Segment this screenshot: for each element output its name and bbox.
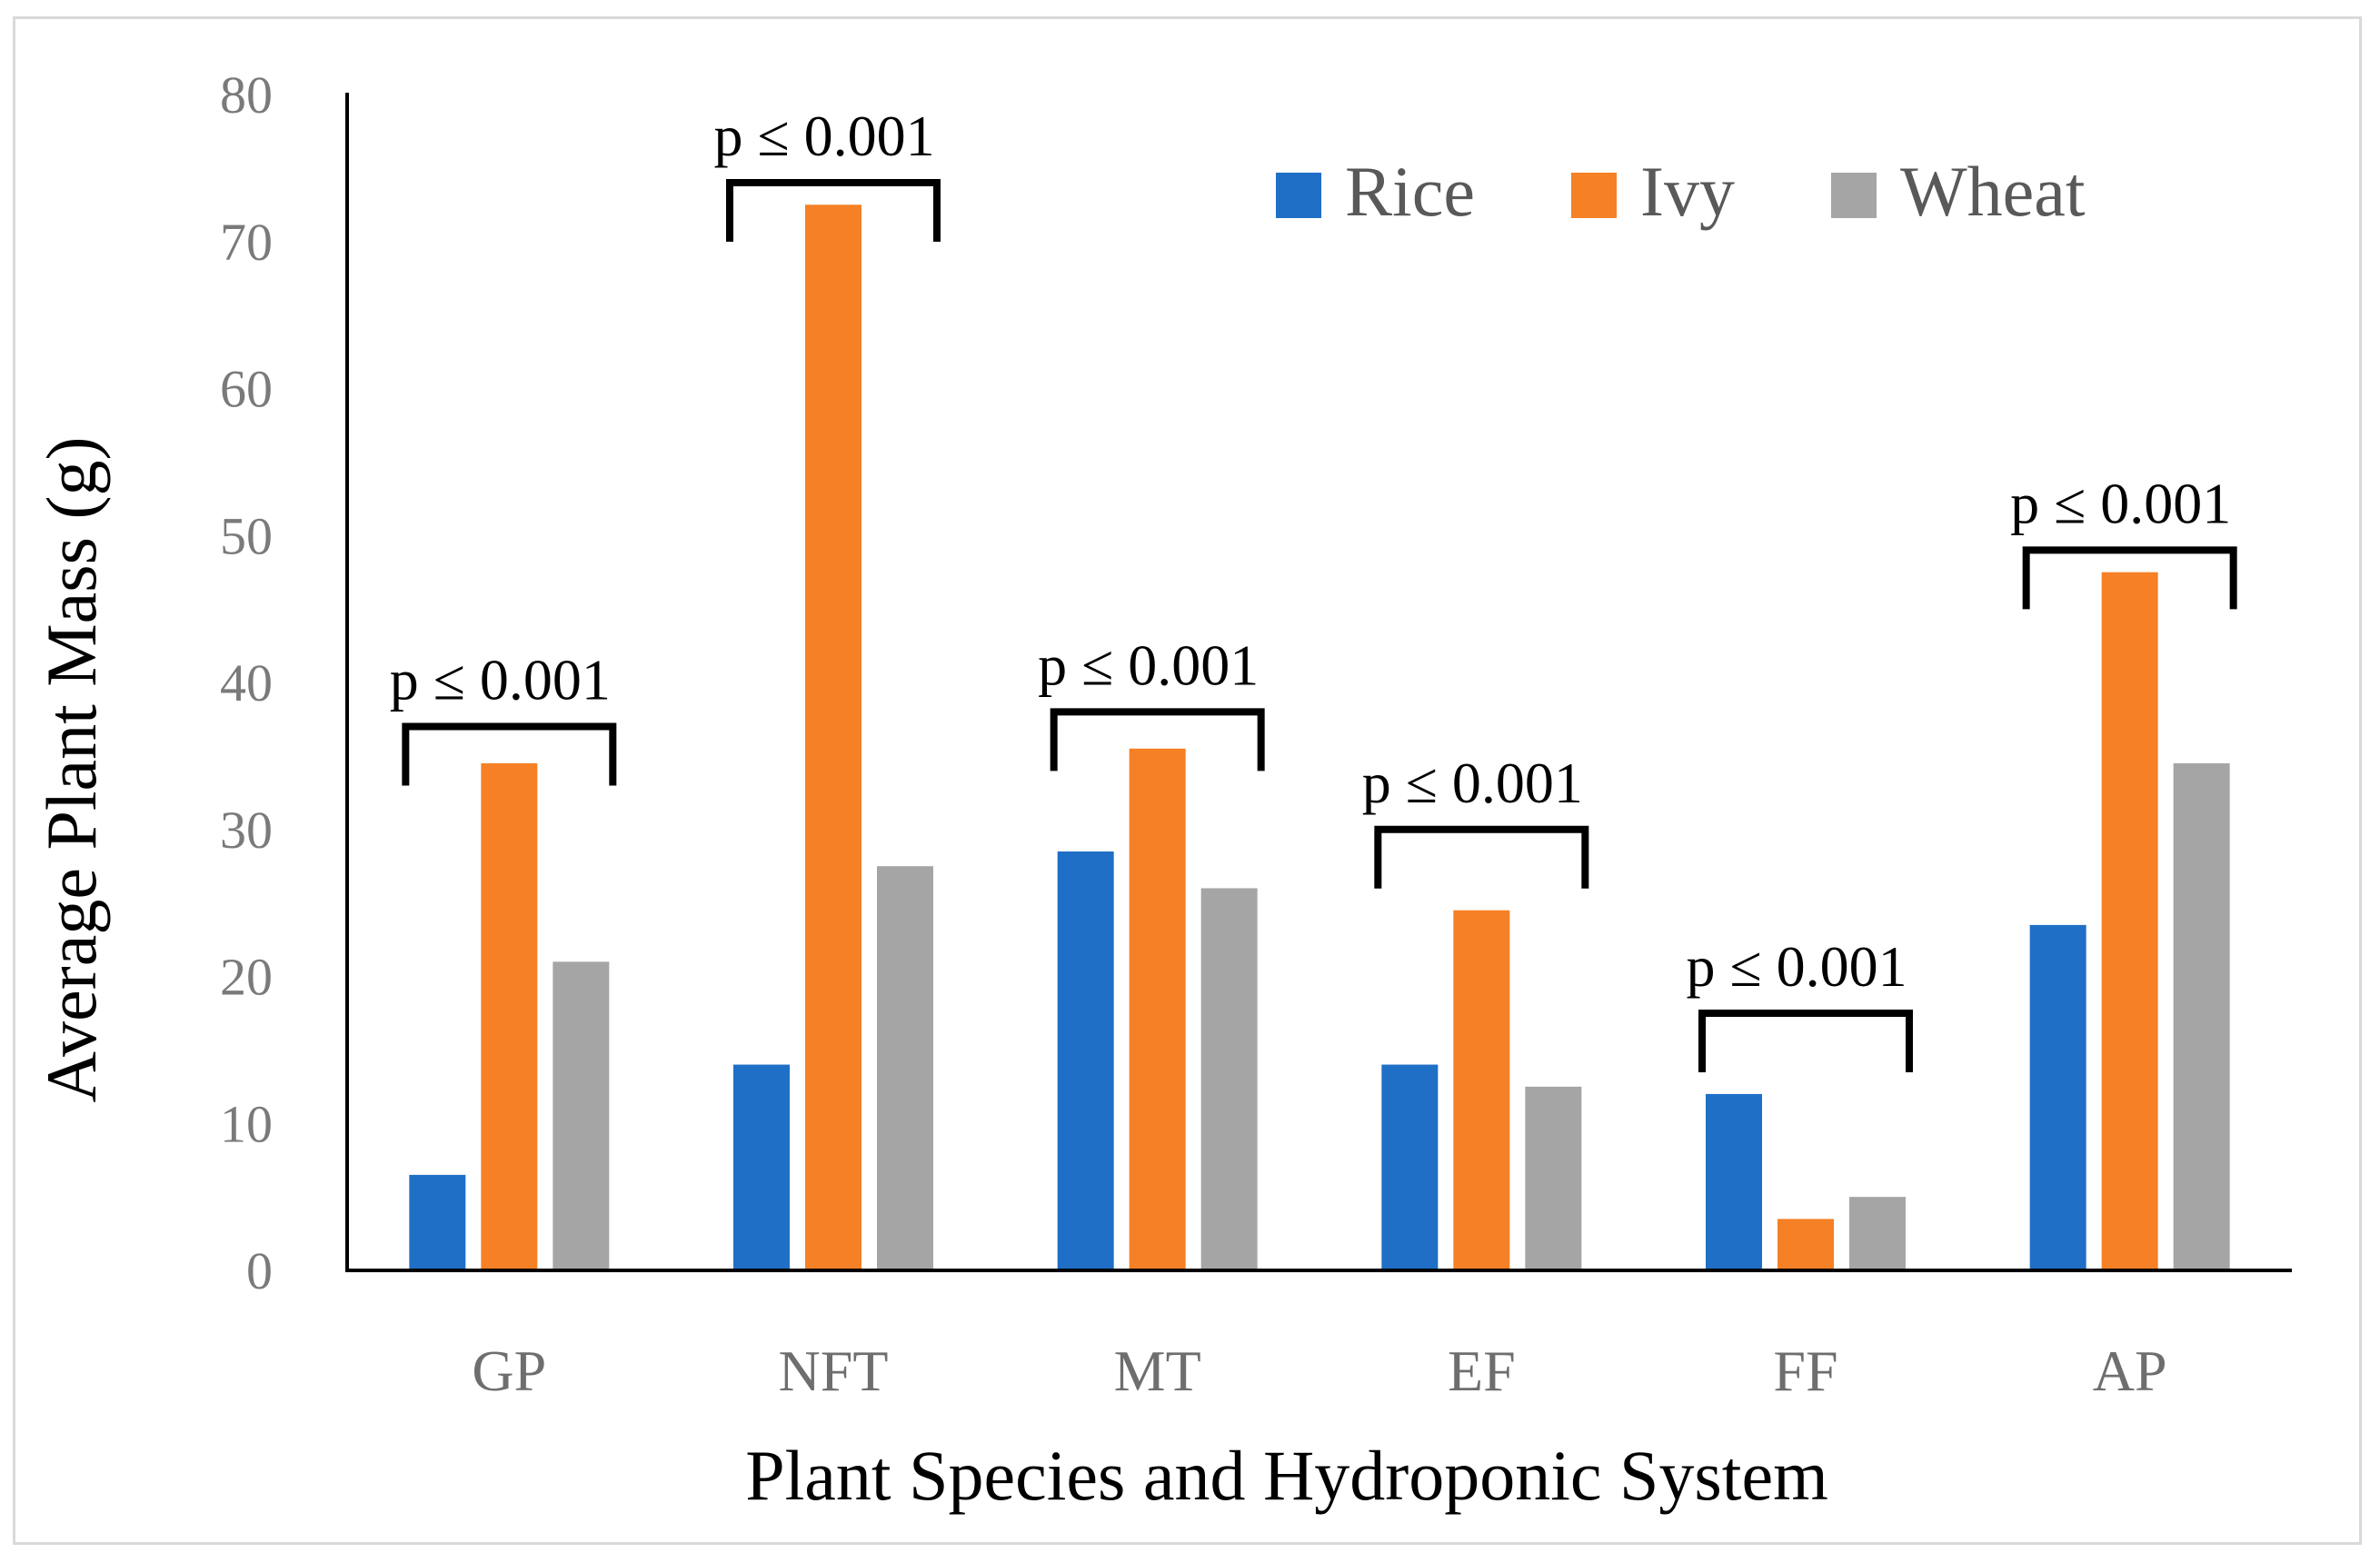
bar-wheat-ef xyxy=(1525,1086,1582,1270)
y-tick-label: 70 xyxy=(220,213,273,272)
x-tick-label-ef: EF xyxy=(1448,1339,1516,1403)
significance-label-ap: p ≤ 0.001 xyxy=(2010,471,2231,535)
significance-label-gp: p ≤ 0.001 xyxy=(390,648,611,712)
legend: Rice Ivy Wheat xyxy=(1276,152,2086,231)
bar-ivy-gp xyxy=(481,762,538,1270)
bar-rice-ap xyxy=(2029,924,2086,1270)
bar-rice-ff xyxy=(1706,1093,1762,1270)
legend-label-ivy: Ivy xyxy=(1640,152,1735,231)
y-tick-label: 30 xyxy=(220,801,273,860)
bar-ivy-ff xyxy=(1778,1219,1834,1270)
legend-label-rice: Rice xyxy=(1345,152,1475,231)
bar-rice-nft xyxy=(733,1064,790,1270)
x-tick-label-mt: MT xyxy=(1114,1339,1201,1403)
y-tick-label: 0 xyxy=(246,1241,273,1300)
y-axis-title: Average Plant Mass (g) xyxy=(32,437,111,1103)
bar-ivy-mt xyxy=(1129,748,1186,1270)
x-axis-category-labels: GP NFT MT EF FF AP xyxy=(472,1339,2166,1403)
significance-bracket-ap xyxy=(2022,546,2237,610)
significance-label-ef: p ≤ 0.001 xyxy=(1362,751,1583,815)
legend-label-wheat: Wheat xyxy=(1900,152,2086,231)
significance-bracket-gp xyxy=(402,722,617,786)
y-tick-label: 50 xyxy=(220,506,273,565)
significance-label-nft: p ≤ 0.001 xyxy=(713,104,934,168)
legend-swatch-rice xyxy=(1276,173,1321,218)
bars xyxy=(409,204,2230,1270)
bar-wheat-gp xyxy=(553,961,610,1270)
bar-ivy-ef xyxy=(1453,910,1510,1270)
bar-rice-mt xyxy=(1057,851,1114,1270)
x-axis-title: Plant Species and Hydroponic System xyxy=(745,1436,1828,1515)
x-tick-label-gp: GP xyxy=(472,1339,546,1403)
significance-label-ff: p ≤ 0.001 xyxy=(1686,934,1907,999)
bar-wheat-ff xyxy=(1849,1197,1906,1270)
significance-annotations: p ≤ 0.001 p ≤ 0.001 p ≤ 0.001 p ≤ 0.001 p ≤ … xyxy=(390,104,2237,1072)
bar-ivy-nft xyxy=(805,204,861,1270)
y-tick-label: 10 xyxy=(220,1094,273,1153)
y-axis-ticks: 0 10 20 30 40 50 60 70 80 xyxy=(220,65,273,1300)
significance-bracket-ef xyxy=(1374,825,1589,889)
bar-rice-ef xyxy=(1381,1064,1439,1270)
significance-label-mt: p ≤ 0.001 xyxy=(1038,632,1259,697)
axes xyxy=(345,93,2292,1272)
y-tick-label: 40 xyxy=(220,653,273,712)
significance-bracket-ff xyxy=(1698,1009,1913,1072)
significance-bracket-mt xyxy=(1050,708,1265,772)
bar-rice-gp xyxy=(409,1174,466,1270)
bar-wheat-ap xyxy=(2173,762,2230,1270)
legend-swatch-wheat xyxy=(1831,173,1877,218)
bar-wheat-mt xyxy=(1200,888,1258,1270)
y-tick-label: 80 xyxy=(220,65,273,124)
bar-wheat-nft xyxy=(877,866,933,1270)
x-tick-label-ap: AP xyxy=(2093,1339,2167,1403)
significance-bracket-nft xyxy=(726,179,941,243)
y-tick-label: 60 xyxy=(220,360,273,419)
x-tick-label-nft: NFT xyxy=(779,1339,889,1403)
y-tick-label: 20 xyxy=(220,948,273,1007)
x-tick-label-ff: FF xyxy=(1773,1339,1837,1403)
bar-ivy-ap xyxy=(2101,572,2158,1270)
legend-swatch-ivy xyxy=(1571,173,1617,218)
